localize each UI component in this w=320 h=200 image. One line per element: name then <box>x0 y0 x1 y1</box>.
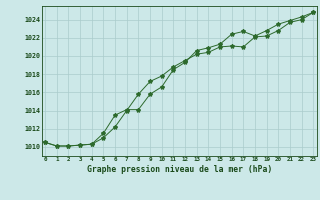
X-axis label: Graphe pression niveau de la mer (hPa): Graphe pression niveau de la mer (hPa) <box>87 165 272 174</box>
